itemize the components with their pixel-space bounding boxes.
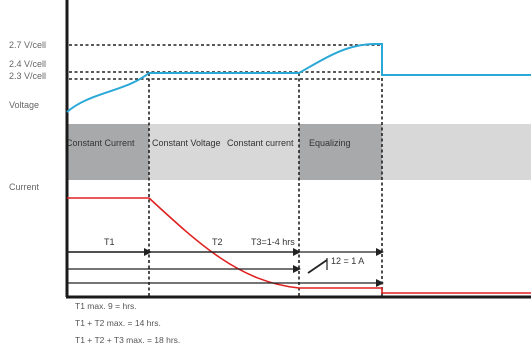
arrow-row-2-head	[293, 265, 301, 273]
interval-t1: T1	[104, 237, 115, 247]
current-curve	[67, 197, 531, 294]
arrow-t3-head	[376, 248, 384, 256]
voltage-level-2-3: 2.3 V/cell	[9, 71, 46, 81]
phase-label-constant-current: Constant Current	[66, 138, 135, 148]
interval-t2: T2	[212, 237, 223, 247]
note-t1-t2-max: T1 + T2 max. = 14 hrs.	[75, 318, 161, 328]
phase-label-constant-voltage: Constant Voltage	[152, 138, 221, 148]
note-t1-t2-t3-max: T1 + T2 + T3 max. = 18 hrs.	[75, 335, 180, 345]
phase-band-constant-current	[67, 124, 149, 180]
interval-t3: T3=1-4 hrs	[251, 237, 295, 247]
phase-band-equalizing	[299, 124, 382, 180]
current-step-marker	[307, 259, 328, 274]
phase-band-float	[382, 124, 531, 180]
phase-label-equalizing: Equalizing	[309, 138, 351, 148]
voltage-curve	[66, 43, 531, 113]
note-t1-max: T1 max. 9 = hrs.	[75, 301, 137, 311]
voltage-level-2-4: 2.4 V/cell	[9, 59, 46, 69]
phase-label-constant-current-2: Constant current	[227, 138, 294, 148]
phase-band-constant-voltage	[149, 124, 299, 180]
voltage-axis-label: Voltage	[9, 100, 39, 110]
interval-current-step: 12 = 1 A	[331, 256, 364, 266]
voltage-level-2-7: 2.7 V/cell	[9, 40, 46, 50]
arrow-row-3-head	[376, 279, 384, 287]
current-axis-label: Current	[9, 182, 40, 192]
